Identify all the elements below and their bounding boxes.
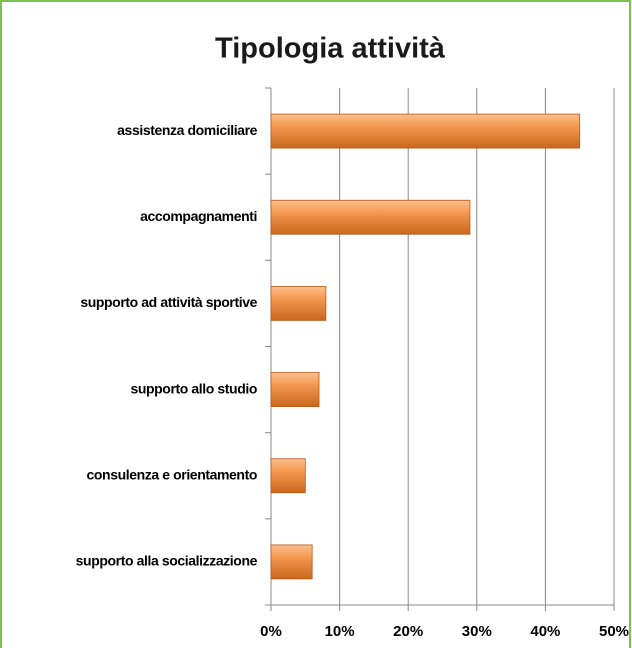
x-tick-label: 30% xyxy=(462,623,492,640)
bar xyxy=(270,286,327,321)
y-tick-label: consulenza e orientamento xyxy=(87,466,257,482)
bar xyxy=(270,458,306,494)
y-tick-label: supporto alla socializzazione xyxy=(76,553,258,569)
x-tick-label: 40% xyxy=(530,623,560,640)
x-tick-label: 20% xyxy=(393,623,423,640)
y-tick-label: assistenza domiciliare xyxy=(117,122,257,138)
bar xyxy=(270,372,320,407)
x-tick-label: 10% xyxy=(325,623,355,640)
y-tick-label: accompagnamenti xyxy=(140,208,257,224)
bar xyxy=(270,113,581,149)
x-tick-label: 50% xyxy=(599,623,629,640)
y-tick-label: supporto ad attività sportive xyxy=(80,294,257,310)
bar xyxy=(270,199,471,235)
chart-title: Tipologia attività xyxy=(215,33,446,65)
bar xyxy=(270,544,313,580)
x-tick-label: 0% xyxy=(260,623,282,640)
y-tick-label: supporto allo studio xyxy=(130,380,257,396)
